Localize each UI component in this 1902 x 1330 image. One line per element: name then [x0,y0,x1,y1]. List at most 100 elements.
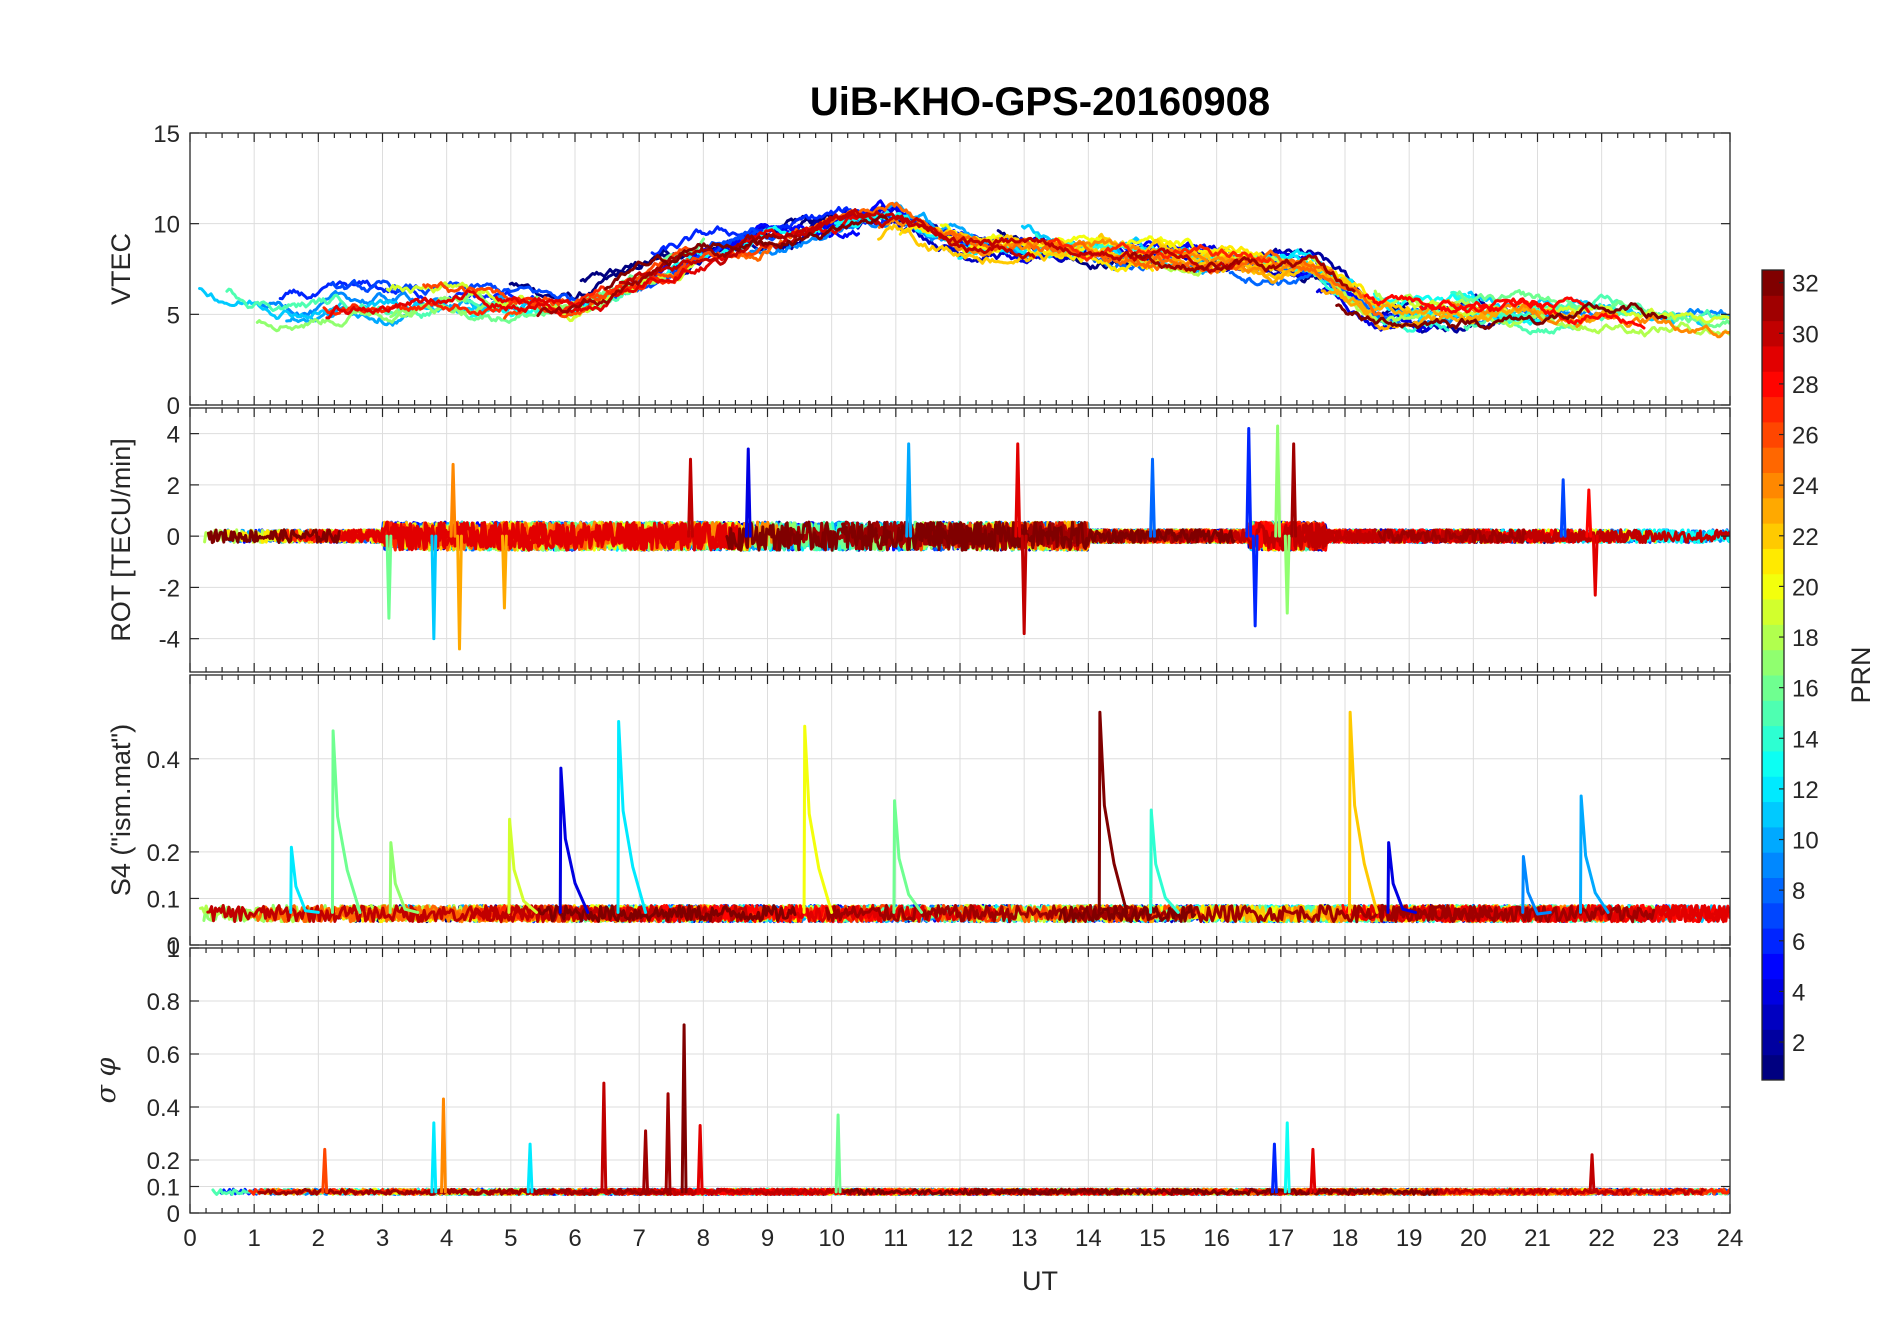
event-spike-1 [430,1121,438,1194]
colorbar-tick-label: 20 [1792,574,1819,601]
trace-prn-28 [1363,293,1590,314]
event-spike-7 [680,1023,688,1194]
event-spike-2 [289,845,320,914]
event-spike-1 [430,534,438,641]
event-spike-9 [1149,808,1180,914]
colorbar-tick-label: 22 [1792,524,1819,551]
trace-prn-30 [618,208,1036,285]
event-spike-0 [321,1147,329,1194]
trace-prn-19 [1405,296,1730,324]
colorbar-segment [1762,649,1784,676]
event-spike-11 [1270,1142,1278,1194]
x-tick-label: 3 [376,1225,389,1252]
colorbar-tick-label: 18 [1792,625,1819,652]
y-axis-label: S4 ("ism.mat") [106,724,136,896]
x-tick-label: 24 [1717,1225,1744,1252]
colorbar-segment [1762,270,1784,296]
colorbar-segment [1762,472,1784,499]
colorbar-label: PRN [1846,646,1876,703]
trace-prn-31 [1129,251,1356,293]
trace-prn-32 [911,520,1236,552]
x-tick-label: 0 [183,1225,196,1252]
event-spike-4 [500,534,508,610]
y-tick-label: 0.2 [147,1148,180,1175]
y-tick-label: 0.1 [147,886,180,913]
panel-4: 00.10.20.40.60.81σ φ0 1 2 3 4 5 6 7 8 9 10 11 12 13 14… [91,936,1743,1252]
colorbar-segment [1762,852,1784,878]
colorbar-segment [1762,877,1784,904]
y-tick-label: 0 [167,933,180,960]
traces [198,199,1730,339]
event-spike-14 [1283,534,1291,615]
event-spike-0 [385,534,393,620]
event-spike-13 [1274,424,1282,538]
y-tick-label: 0.4 [147,747,180,774]
event-spike-6 [744,447,752,538]
y-tick-label: 0.8 [147,989,180,1016]
event-spike-4 [600,1081,608,1194]
event-spike-9 [1020,534,1028,636]
event-spike-2 [440,1097,447,1194]
x-tick-label: 11 [883,1225,908,1252]
colorbar-tick-label: 32 [1792,271,1819,298]
event-spike-15 [1290,442,1298,538]
y-tick-label: 0.6 [147,1042,180,1069]
event-spike-6 [664,1092,672,1194]
colorbar-segment [1762,978,1784,1005]
trace-prn-26 [422,242,774,319]
colorbar-segment [1762,1004,1784,1030]
colorbar-tick-label: 24 [1792,473,1819,500]
x-axis-label: UT [1022,1266,1058,1296]
colorbar-segment [1762,599,1784,625]
y-axis-label: ROT [TECU/min] [106,438,136,642]
panel-1: 0 5 10 15 VTEC [106,121,1731,420]
event-spike-8 [696,1124,704,1194]
x-tick-label: 8 [697,1225,710,1252]
event-spike-7 [905,442,913,538]
x-tick-label: 22 [1588,1225,1615,1252]
event-spike-10 [1149,457,1156,538]
colorbar-tick-label: 26 [1792,423,1819,450]
x-tick-label: 6 [568,1225,581,1252]
event-spike-9 [834,1113,842,1194]
x-tick-label: 16 [1203,1225,1230,1252]
colorbar-tick-label: 30 [1792,321,1819,348]
event-spike-5 [642,1129,650,1194]
event-spike-12 [1578,794,1610,914]
colorbar-tick-label: 10 [1792,828,1819,855]
event-spike-18 [1591,534,1599,597]
event-spike-13 [1588,1153,1596,1194]
trace-prn-32 [604,214,889,291]
colorbar-segment [1762,497,1784,524]
colorbar-segment [1762,447,1784,473]
event-spike-8 [1097,710,1129,914]
y-tick-label: -4 [159,627,180,654]
x-tick-label: 12 [947,1225,974,1252]
y-tick-label: 0 [167,393,180,420]
colorbar-segment [1762,928,1784,954]
event-spike-12 [1251,534,1259,628]
grid [189,947,1731,1214]
colorbar-tick-label: 6 [1792,929,1805,956]
colorbar-segment [1762,624,1784,651]
colorbar-tick-label: 16 [1792,676,1819,703]
trace-prn-32 [1335,301,1668,330]
x-tick-label: 20 [1460,1225,1487,1252]
y-tick-label: 1 [167,936,180,963]
y-axis-label: VTEC [106,233,136,305]
colorbar-segment [1762,396,1784,423]
x-tick-label: 23 [1652,1225,1679,1252]
colorbar-tick-label: 4 [1792,979,1805,1006]
colorbar-tick-label: 14 [1792,726,1819,753]
colorbar-tick-label: 12 [1792,777,1819,804]
y-axis-label: σ φ [91,1057,122,1103]
traces [198,710,1730,924]
x-tick-label: 1 [247,1225,260,1252]
event-spike-3 [526,1142,534,1194]
colorbar-segment [1762,421,1784,448]
event-spike-2 [456,534,463,651]
event-spike-4 [558,766,590,914]
colorbar-segment [1762,801,1784,828]
colorbar-segment [1762,953,1784,980]
